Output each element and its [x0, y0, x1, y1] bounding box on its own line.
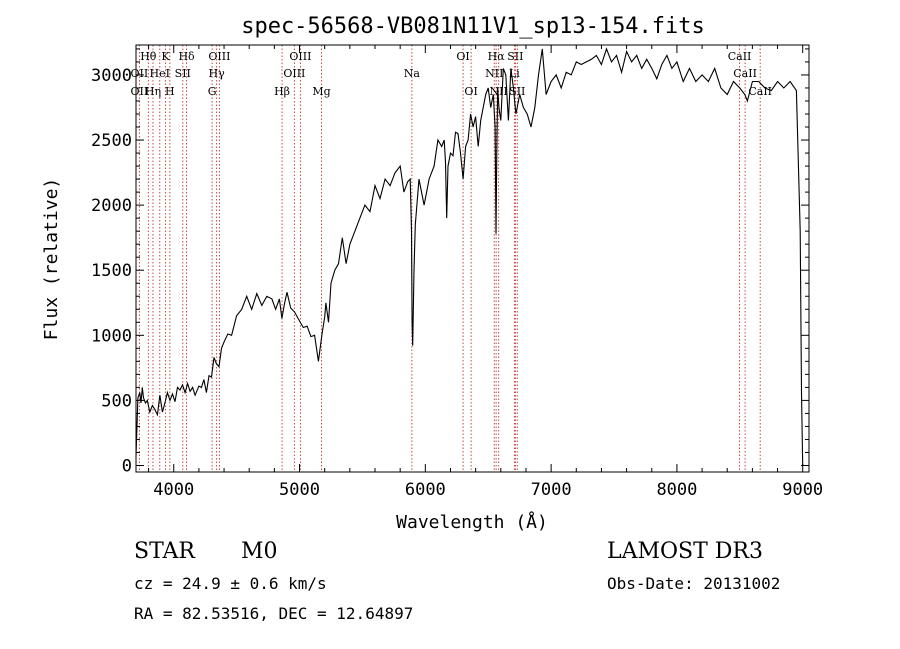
y-tick-label: 3000 — [91, 66, 132, 86]
emission-line-label: CaII — [733, 67, 757, 80]
emission-line-label: HeI — [150, 67, 170, 80]
y-tick-label: 2500 — [91, 131, 132, 151]
emission-line-label: OI — [464, 85, 477, 98]
y-tick-label: 500 — [101, 391, 132, 411]
emission-line-label: Hβ — [274, 85, 290, 98]
emission-line-label: SII — [509, 85, 525, 98]
emission-line-label: Hθ — [140, 50, 157, 63]
observation-date: Obs-Date: 20131002 — [607, 574, 780, 593]
emission-line-label: NII — [490, 85, 508, 98]
coordinates-readout: RA = 82.53516, DEC = 12.64897 — [134, 604, 413, 623]
emission-line-label: OIII — [283, 67, 305, 80]
emission-line-label: Hγ — [209, 67, 226, 80]
x-tick-label: 4000 — [153, 480, 194, 500]
y-axis-ticks: 0 500 1000 1500 2000 2500 3000 — [91, 48, 809, 476]
emission-line-label: SII — [175, 67, 191, 80]
emission-line-markers — [138, 45, 761, 472]
y-tick-label: 1500 — [91, 261, 132, 281]
spectrum-series-line — [135, 47, 804, 466]
emission-line-label: Mg — [312, 85, 330, 98]
x-tick-label: 8000 — [656, 480, 697, 500]
y-tick-label: 1000 — [91, 326, 132, 346]
emission-line-label: OI — [456, 50, 469, 63]
emission-line-label: OIII — [208, 50, 230, 63]
y-tick-label: 0 — [122, 456, 132, 476]
x-axis-ticks: 4000 5000 6000 7000 8000 9000 — [148, 45, 823, 500]
object-type: STAR — [134, 539, 196, 564]
emission-line-label: Li — [509, 67, 520, 80]
spectral-subclass: M0 — [241, 539, 278, 564]
x-tick-label: 9000 — [782, 480, 823, 500]
emission-line-label: CaII — [748, 85, 772, 98]
x-axis-label: Wavelength (Å) — [396, 511, 548, 533]
emission-line-label: CaII — [728, 50, 752, 63]
emission-line-label: Hδ — [178, 50, 195, 63]
redshift-readout: cz = 24.9 ± 0.6 km/s — [134, 574, 327, 593]
x-tick-label: 7000 — [531, 480, 572, 500]
x-tick-label: 6000 — [405, 480, 446, 500]
survey-name: LAMOST DR3 — [607, 539, 763, 564]
emission-line-label: NII — [485, 67, 503, 80]
y-tick-label: 2000 — [91, 196, 132, 216]
plot-frame — [135, 44, 810, 473]
x-tick-label: 5000 — [279, 480, 320, 500]
emission-line-label: OIII — [289, 50, 311, 63]
emission-line-label: G — [208, 85, 217, 98]
emission-line-label: Na — [404, 67, 421, 80]
chart-title: spec-56568-VB081N11V1_sp13-154.fits — [241, 14, 705, 39]
emission-line-label: OII — [131, 67, 149, 80]
emission-line-label: Hα — [488, 50, 506, 63]
emission-line-label: H — [165, 85, 175, 98]
emission-line-label: SII — [507, 50, 523, 63]
emission-line-label: Hη — [145, 85, 161, 98]
emission-line-label: OII — [131, 85, 149, 98]
emission-line-label: K — [161, 50, 170, 63]
y-axis-label: Flux (relative) — [41, 178, 62, 341]
